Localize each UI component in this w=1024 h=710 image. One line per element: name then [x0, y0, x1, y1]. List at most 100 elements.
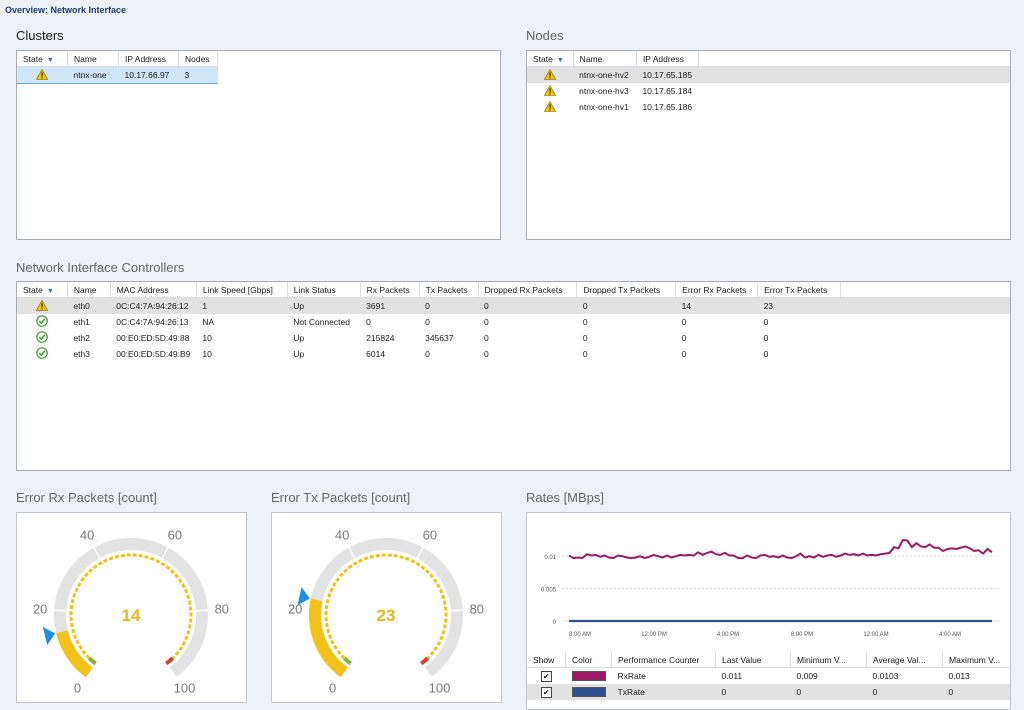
gauge-tick-label: 0	[329, 681, 336, 696]
nic-cell: Not Connected	[293, 317, 350, 327]
nic-cell: 0	[582, 349, 588, 359]
show-cell: ✔	[527, 668, 566, 685]
ip-cell: 10.17.65.186	[642, 102, 693, 112]
column-header-ip[interactable]: IP Address	[118, 51, 179, 67]
nic-cell: eth2	[73, 333, 90, 343]
rates-legend-table: Show Color Performance Counter Last Valu…	[527, 652, 1010, 700]
avg-value-cell: 0.0103	[872, 671, 899, 681]
sort-desc-icon[interactable]: ▼	[46, 287, 54, 295]
table-row[interactable]: eth3 00:E0:ED:5D:49:B9 10 Up 6014 0 0 0 0 0	[17, 346, 1010, 362]
column-header-rx-packets[interactable]: Rx Packets	[360, 282, 420, 298]
column-header-name[interactable]: Name	[67, 51, 119, 67]
column-header-blank	[698, 51, 1010, 67]
gauge-red-marker	[420, 656, 430, 666]
state-cell	[527, 83, 573, 99]
gauge-tx: 0 20 40 60 80 100 23	[288, 527, 484, 696]
column-header-state[interactable]: State ▼	[17, 51, 68, 67]
nic-cell: 0	[425, 317, 430, 327]
column-header-state[interactable]: State ▼	[527, 51, 574, 67]
column-header-ip[interactable]: IP Address	[636, 51, 699, 67]
state-cell	[527, 99, 573, 115]
nic-cell: Up	[293, 333, 305, 343]
gauge-tick	[348, 547, 356, 559]
x-tick-label: 8:00 PM	[791, 632, 813, 638]
color-swatch[interactable]	[571, 687, 606, 698]
gauge-inner-ring	[69, 553, 193, 660]
ok-check-icon	[36, 331, 48, 343]
table-row[interactable]: eth0 0C:C4:7A:94:26:12 1 Up 3691 0 0 0 14 23	[17, 297, 1010, 314]
min-value-cell: 0	[790, 684, 867, 700]
nics-title: Network Interface Controllers	[16, 260, 185, 275]
nic-cell: 0	[484, 333, 489, 343]
gauge-tick	[416, 547, 424, 559]
gauge-tick-label: 40	[335, 527, 349, 542]
column-header-nodes[interactable]: Nodes	[178, 51, 218, 67]
legend-row[interactable]: ✔ TxRate 0 0 0 0	[527, 684, 1010, 700]
legend-header-avg[interactable]: Average Val...	[866, 652, 943, 668]
nic-cell: 0	[681, 333, 687, 343]
column-header-name[interactable]: Name	[573, 51, 637, 67]
gauge-red-marker	[165, 656, 175, 666]
clusters-title: Clusters	[16, 28, 64, 43]
column-header-blank	[840, 282, 1010, 298]
legend-header-color[interactable]: Color	[565, 652, 612, 668]
column-header-dropped-tx-packets[interactable]: Dropped Tx Packets	[576, 282, 677, 298]
gauge-inner-ring	[324, 553, 448, 660]
table-row[interactable]: eth2 00:E0:ED:5D:49:88 10 Up 215824 345637 0 0 0…	[17, 330, 1010, 346]
table-row[interactable]: ntnx-one-hv3 10.17.65.184	[527, 83, 1010, 99]
gauge-value-label: 23	[377, 606, 396, 625]
table-row[interactable]: ntnx-one-hv2 10.17.65.185	[527, 66, 1010, 83]
x-tick-label: 8:00 AM	[569, 632, 591, 638]
legend-header-counter[interactable]: Performance Counter	[611, 652, 716, 668]
ok-check-icon	[36, 315, 48, 327]
nic-cell: 345637	[425, 333, 454, 343]
blank-cell	[840, 297, 1010, 314]
name-cell: ntnx-one	[67, 66, 119, 84]
column-header-link-status[interactable]: Link Status	[287, 282, 361, 298]
legend-row[interactable]: ✔ RxRate 0.011 0.009 0.0103 0.013	[527, 668, 1010, 685]
column-header-dropped-rx-packets[interactable]: Dropped Rx Packets	[478, 282, 578, 298]
state-cell	[17, 66, 68, 84]
table-row[interactable]: eth1 0C:C4:7A:94:26:13 NA Not Connected 0 0 0 0…	[17, 314, 1010, 330]
name-cell: ntnx-one-hv2	[573, 66, 637, 83]
last-value-cell: 0.011	[721, 671, 743, 681]
show-checkbox[interactable]: ✔	[540, 686, 552, 698]
gauge-green-marker	[87, 656, 97, 666]
column-header-name[interactable]: Name	[67, 282, 111, 298]
column-header-error-tx-packets[interactable]: Error Tx Packets	[757, 282, 841, 298]
table-row[interactable]: ntnx-one 10.17.66.97 3	[17, 66, 218, 84]
column-header-mac-address[interactable]: MAC Address	[110, 282, 197, 298]
warning-icon	[35, 68, 49, 80]
nic-cell: 0	[484, 349, 489, 359]
warning-icon	[543, 100, 557, 112]
gauge-tick	[423, 667, 432, 678]
column-header-error-rx-packets[interactable]: Error Rx Packets	[675, 282, 759, 298]
column-header-tx-packets[interactable]: Tx Packets	[419, 282, 479, 298]
gauge-tick-label: 100	[429, 681, 451, 696]
column-header-state[interactable]: State ▼	[17, 282, 68, 298]
nic-cell: eth1	[73, 317, 90, 327]
legend-header-show[interactable]: Show	[527, 652, 566, 668]
gauge-tick-label: 20	[33, 601, 47, 616]
gauge-value-arc	[56, 630, 93, 678]
gauge-tick-label: 0	[74, 681, 81, 696]
show-checkbox[interactable]: ✔	[540, 670, 552, 682]
ok-check-icon	[36, 347, 48, 359]
legend-header-min[interactable]: Minimum V...	[790, 652, 867, 668]
blank-cell	[698, 66, 1010, 83]
gauge-tick-label: 60	[423, 527, 437, 542]
legend-header-max[interactable]: Maximum V...	[942, 652, 1010, 668]
sort-desc-icon[interactable]: ▼	[556, 56, 564, 64]
color-swatch[interactable]	[571, 671, 606, 682]
state-cell	[527, 66, 574, 83]
nic-cell: 14	[675, 297, 758, 314]
gauge-pointer-icon	[42, 626, 56, 645]
column-header-link-speed-gbps[interactable]: Link Speed [Gbps]	[196, 282, 288, 298]
sort-desc-icon[interactable]: ▼	[46, 56, 54, 64]
nic-cell: 6014	[366, 349, 386, 359]
nic-cell: 3691	[360, 297, 420, 314]
table-row[interactable]: ntnx-one-hv1 10.17.65.186	[527, 99, 1010, 115]
ip-cell: 10.17.65.184	[642, 86, 693, 96]
color-cell	[566, 668, 612, 685]
legend-header-last[interactable]: Last Value	[715, 652, 791, 668]
